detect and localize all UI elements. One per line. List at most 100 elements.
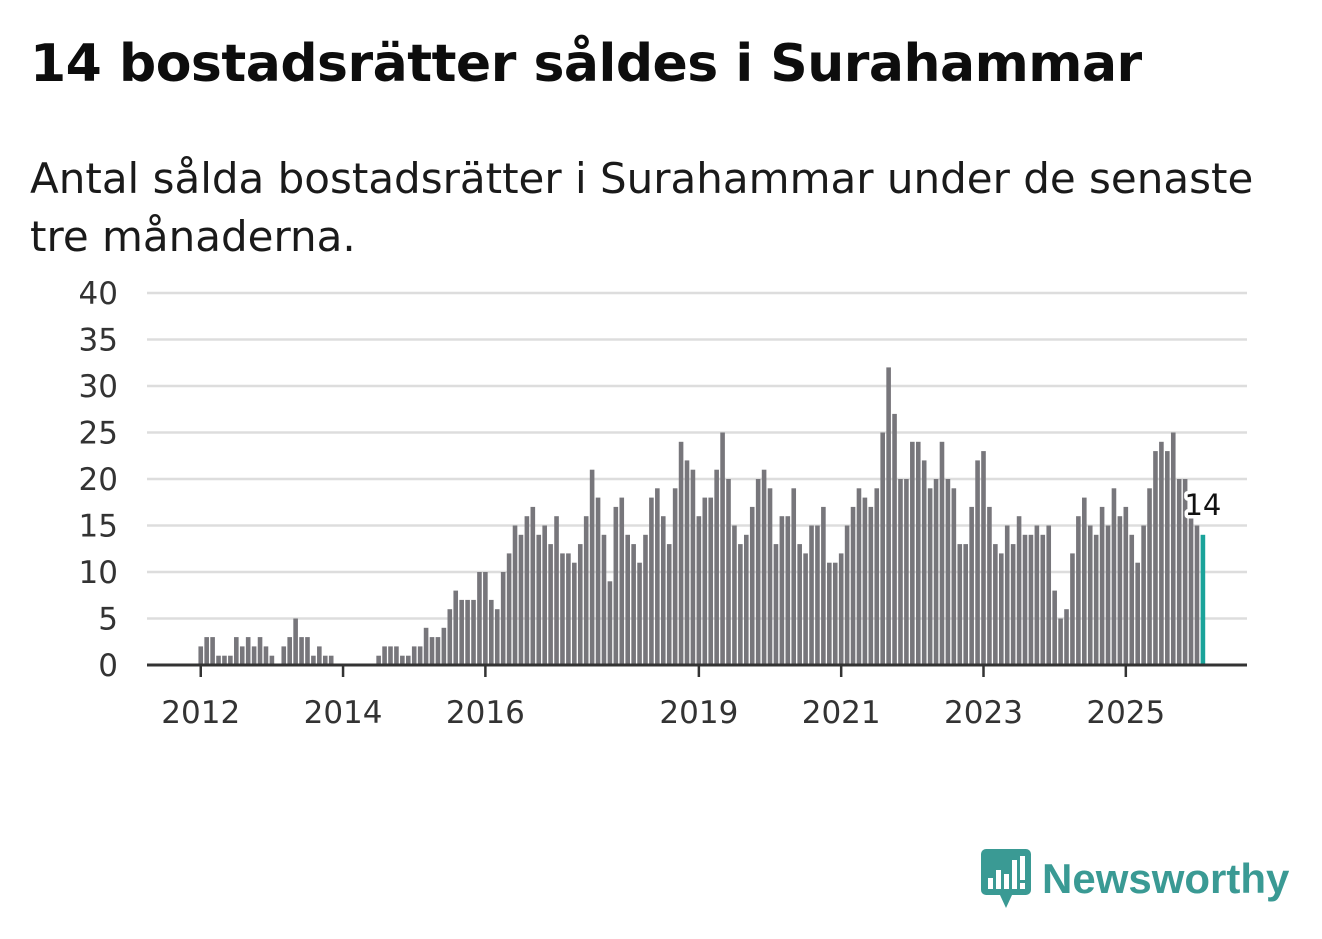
bar xyxy=(690,469,696,665)
bar xyxy=(975,460,980,665)
bar xyxy=(239,646,245,665)
bar xyxy=(1147,488,1152,665)
bar xyxy=(1135,562,1140,665)
bar xyxy=(228,655,233,665)
bar xyxy=(1010,544,1016,665)
bar xyxy=(447,609,453,665)
latest-value-label: 14 xyxy=(1184,488,1221,522)
bar xyxy=(1022,534,1028,665)
bar xyxy=(1087,525,1093,665)
bar xyxy=(821,506,826,665)
bar xyxy=(1082,497,1087,665)
bar xyxy=(299,637,304,665)
bar xyxy=(1028,534,1034,665)
bar xyxy=(1070,553,1075,665)
bar xyxy=(862,497,868,665)
y-axis-ticks: 0 5 10 15 20 25 30 35 40 xyxy=(79,276,118,684)
bar xyxy=(785,516,791,665)
bar xyxy=(886,367,891,665)
bar xyxy=(915,441,921,665)
bar xyxy=(1159,441,1164,665)
bar xyxy=(494,609,500,665)
bar xyxy=(1153,451,1158,665)
bar xyxy=(963,544,969,665)
bar xyxy=(655,488,660,665)
bar xyxy=(755,479,761,665)
bar xyxy=(251,646,257,665)
bar xyxy=(530,506,536,665)
bar xyxy=(791,488,797,665)
bar xyxy=(423,627,429,665)
bar xyxy=(773,544,779,665)
bar xyxy=(684,460,690,665)
bar xyxy=(394,646,399,665)
bar xyxy=(1129,534,1135,665)
bar xyxy=(589,469,595,665)
bar xyxy=(898,479,903,665)
x-tick-label-2012: 2012 xyxy=(161,695,240,731)
bar xyxy=(939,441,945,665)
bar xyxy=(660,516,666,665)
bar xyxy=(1052,590,1057,665)
bar xyxy=(927,488,933,665)
bar xyxy=(281,646,287,665)
bar xyxy=(969,506,974,665)
x-tick-label-2014: 2014 xyxy=(304,695,383,731)
newsworthy-logo-icon xyxy=(981,849,1031,908)
y-tick-label-25: 25 xyxy=(79,416,118,452)
bar xyxy=(216,655,221,665)
bar xyxy=(951,488,957,665)
x-axis-ticks: 2012 2014 2016 2019 2021 2023 2025 xyxy=(161,665,1165,731)
bar xyxy=(1105,525,1111,665)
bar xyxy=(483,572,488,665)
bar xyxy=(981,451,986,665)
bar xyxy=(720,432,725,665)
bar xyxy=(572,562,577,665)
y-tick-label-30: 30 xyxy=(79,369,118,405)
bar xyxy=(1099,506,1105,665)
bar xyxy=(1170,432,1176,665)
bar xyxy=(827,562,832,665)
bar xyxy=(1165,451,1170,665)
bar xyxy=(749,506,755,665)
bar xyxy=(838,553,844,665)
bar xyxy=(1182,479,1188,665)
bar xyxy=(613,506,619,665)
bar xyxy=(500,572,506,665)
y-tick-label-0: 0 xyxy=(98,648,118,684)
newsworthy-logo[interactable]: Newsworthy xyxy=(980,848,1289,910)
bar xyxy=(892,413,897,665)
bar xyxy=(1016,516,1022,665)
bar xyxy=(868,506,874,665)
bar xyxy=(767,488,773,665)
bar xyxy=(471,599,476,665)
bar xyxy=(601,534,607,665)
bar xyxy=(548,544,553,665)
x-tick-label-2023: 2023 xyxy=(944,695,1023,731)
bar xyxy=(993,544,998,665)
bar xyxy=(376,655,381,665)
bar xyxy=(388,646,393,665)
bar xyxy=(518,534,524,665)
bar xyxy=(649,497,654,665)
bar xyxy=(234,637,239,665)
newsworthy-logo-text: Newsworthy xyxy=(1042,855,1290,902)
bar xyxy=(269,655,275,665)
bar xyxy=(536,534,542,665)
bar xyxy=(382,646,387,665)
bar xyxy=(577,544,583,665)
bar xyxy=(732,525,737,665)
bar xyxy=(322,655,328,665)
bar xyxy=(643,534,648,665)
bar xyxy=(809,525,814,665)
bar xyxy=(1040,534,1046,665)
chart-title: 14 bostadsrätter såldes i Surahammar xyxy=(30,34,1142,94)
bar xyxy=(619,497,625,665)
bar xyxy=(726,479,731,665)
bar xyxy=(198,646,204,665)
bar xyxy=(803,553,808,665)
bar xyxy=(1058,618,1063,665)
bar xyxy=(489,599,494,665)
x-tick-label-2025: 2025 xyxy=(1086,695,1165,731)
bar xyxy=(317,646,322,665)
